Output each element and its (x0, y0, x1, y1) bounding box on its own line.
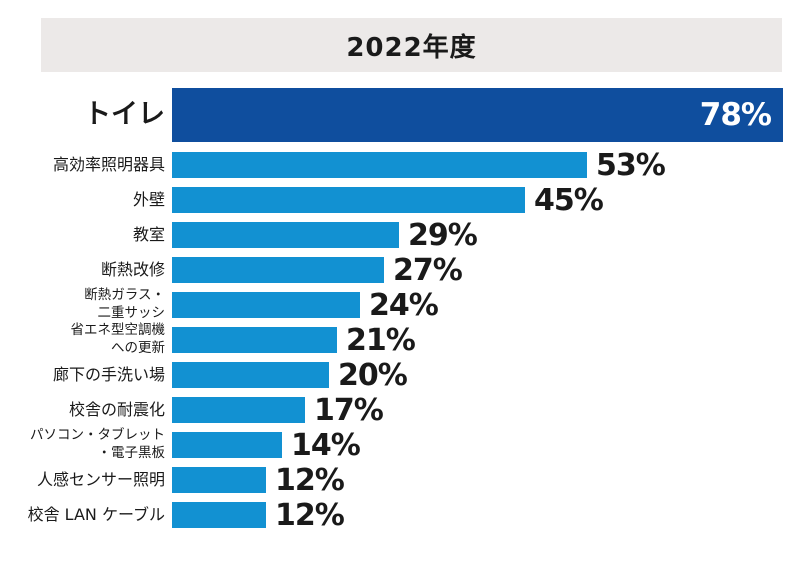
value-label: 24% (369, 287, 439, 323)
bar-track: 12% (172, 463, 800, 498)
value-label: 78% (699, 97, 772, 133)
category-label: パソコン・タブレット ・電子黒板 (30, 427, 165, 461)
bar-track: 29% (172, 218, 800, 253)
chart-row: 校舎の耐震化 17% (0, 393, 800, 428)
category-label: 断熱ガラス・ 二重サッシ (84, 287, 165, 321)
value-label: 12% (275, 462, 345, 498)
chart-row: 校舎 LAN ケーブル 12% (0, 498, 800, 533)
bar (172, 432, 282, 458)
category-label: 校舎 LAN ケーブル (27, 505, 165, 525)
bar-track: 24% (172, 288, 800, 323)
value-label: 14% (291, 427, 361, 463)
bar (172, 467, 266, 493)
bar-chart: トイレ 78% 高効率照明器具 53% 外壁 45% 教室 29% 断熱改修 27% 断熱ガラス・ … (0, 88, 800, 537)
category-label: 人感センサー照明 (36, 470, 165, 490)
bar (172, 257, 384, 283)
chart-row: 断熱改修 27% (0, 253, 800, 288)
value-label: 12% (275, 497, 345, 533)
bar (172, 362, 329, 388)
category-label: 省エネ型空調機 への更新 (70, 322, 166, 356)
bar-track: 17% (172, 393, 800, 428)
value-label: 27% (393, 252, 463, 288)
chart-row: 外壁 45% (0, 183, 800, 218)
chart-row: 廊下の手洗い場 20% (0, 358, 800, 393)
category-label: トイレ (84, 98, 165, 130)
value-label: 45% (534, 182, 604, 218)
category-label: 教室 (132, 225, 165, 245)
value-label: 21% (346, 322, 416, 358)
bar (172, 502, 266, 528)
bar-track: 20% (172, 358, 800, 393)
bar-track: 27% (172, 253, 800, 288)
category-label: 断熱改修 (100, 260, 165, 280)
value-label: 29% (408, 217, 478, 253)
bar-track: 14% (172, 428, 800, 463)
category-label: 外壁 (132, 190, 165, 210)
chart-row: 断熱ガラス・ 二重サッシ 24% (0, 287, 800, 323)
bar (172, 327, 337, 353)
value-label: 20% (338, 357, 408, 393)
bar-track: 12% (172, 498, 800, 533)
bar-track: 53% (172, 148, 800, 183)
bar (172, 152, 587, 178)
bar (172, 397, 305, 423)
bar-track: 45% (172, 183, 800, 218)
bar (172, 222, 399, 248)
bar (172, 292, 360, 318)
bar-track: 21% (172, 323, 800, 358)
category-label: 校舎の耐震化 (68, 400, 165, 420)
bar-track: 78% (172, 88, 800, 142)
chart-row: パソコン・タブレット ・電子黒板 14% (0, 427, 800, 463)
chart-row: 省エネ型空調機 への更新 21% (0, 322, 800, 358)
value-label: 17% (314, 392, 384, 428)
bar: 78% (172, 88, 783, 142)
page-title: 2022年度 (346, 32, 477, 63)
category-label: 廊下の手洗い場 (52, 365, 165, 385)
category-label: 高効率照明器具 (52, 155, 165, 175)
chart-row: 人感センサー照明 12% (0, 463, 800, 498)
chart-row: 高効率照明器具 53% (0, 148, 800, 183)
header-band: 2022年度 (41, 18, 782, 72)
bar (172, 187, 525, 213)
value-label: 53% (596, 147, 666, 183)
chart-row: 教室 29% (0, 218, 800, 253)
chart-row: トイレ 78% (0, 88, 800, 142)
